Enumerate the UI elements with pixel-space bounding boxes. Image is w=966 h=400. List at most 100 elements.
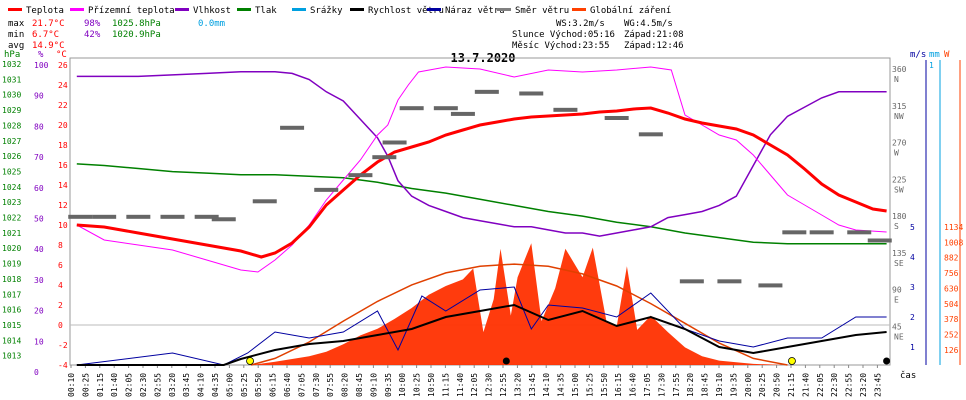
tick-hpa: 1024 — [2, 183, 21, 192]
time-label: 23:20 — [859, 373, 868, 397]
tick-degc: 18 — [58, 141, 68, 150]
wind-dir-point — [160, 214, 185, 219]
tick-degc: 16 — [58, 161, 68, 170]
time-label: 00:10 — [67, 373, 76, 397]
stat-avg-label: avg — [8, 41, 24, 51]
tick-ms: 5 — [910, 223, 915, 232]
legend-swatch — [350, 8, 364, 11]
time-label: 16:40 — [629, 373, 638, 397]
wind-dir-point — [519, 91, 544, 96]
stat-min-label: min — [8, 30, 24, 40]
tick-dir-cardinal: S — [894, 222, 899, 231]
series-humidity — [76, 71, 887, 237]
wind-dir-point — [638, 132, 663, 137]
legend-swatch — [427, 8, 441, 11]
unit-pct: % — [38, 50, 44, 60]
legend-label: Rychlost větru — [368, 6, 444, 16]
tick-w: 126 — [944, 346, 959, 355]
wind-dir-point — [399, 106, 424, 111]
time-label: 15:25 — [585, 373, 594, 397]
time-label: 06:40 — [283, 373, 292, 397]
tick-degc: 24 — [58, 81, 68, 90]
tick-pct: 20 — [34, 307, 44, 316]
time-label: 10:00 — [398, 373, 407, 397]
series-radiation-theoretical — [250, 263, 788, 366]
tick-w: 378 — [944, 315, 959, 324]
time-label: 18:20 — [686, 373, 695, 397]
time-label: 12:05 — [470, 373, 479, 397]
legend-label: Tlak — [255, 6, 277, 16]
time-label: 04:10 — [197, 373, 206, 397]
stat-max-press: 1025.8hPa — [112, 19, 161, 29]
info-sun-set: Západ:21:08 — [624, 30, 684, 40]
time-label: 20:25 — [758, 373, 767, 397]
time-label: 22:55 — [845, 373, 854, 397]
unit-degc: °C — [56, 50, 67, 60]
legend-label: Přízemní teplota — [88, 6, 175, 16]
tick-w: 756 — [944, 269, 959, 278]
wind-dir-point — [126, 214, 151, 219]
tick-w: 1008 — [944, 238, 963, 247]
wind-dir-point — [433, 106, 458, 111]
tick-degc: 12 — [58, 201, 68, 210]
tick-hpa: 1017 — [2, 290, 21, 299]
time-label: 14:35 — [557, 373, 566, 397]
wind-dir-point — [553, 107, 578, 112]
time-label: 11:40 — [456, 373, 465, 397]
tick-dir-cardinal: W — [894, 149, 899, 158]
info-wg: WG:4.5m/s — [624, 19, 673, 29]
legend-label: Vlhkost — [193, 6, 231, 16]
tick-ms: 2 — [910, 313, 915, 322]
wind-dir-point — [474, 89, 499, 94]
legend-label: Směr větru — [515, 6, 569, 16]
tick-ms: 4 — [910, 253, 915, 262]
wind-dir-point — [68, 214, 93, 219]
time-label: 17:55 — [672, 373, 681, 397]
wind-dir-point — [382, 140, 407, 145]
tick-degc: -2 — [58, 341, 68, 350]
tick-hpa: 1027 — [2, 137, 21, 146]
legend-swatch — [8, 8, 22, 11]
tick-hpa: 1023 — [2, 198, 21, 207]
sun-marker — [246, 357, 254, 365]
tick-hpa: 1028 — [2, 121, 21, 130]
time-label: 10:25 — [413, 373, 422, 397]
time-label: 13:20 — [513, 373, 522, 397]
time-label: 10:50 — [427, 373, 436, 397]
series-wind-speed — [76, 303, 887, 366]
tick-dir: 225 — [892, 175, 907, 184]
time-label: 12:30 — [485, 373, 494, 397]
wind-dir-point — [211, 217, 236, 222]
time-label: 11:15 — [441, 373, 450, 397]
legend-swatch — [237, 8, 251, 11]
wind-dir-point — [717, 279, 742, 284]
wind-dir-point — [314, 187, 339, 192]
legend-swatch — [572, 8, 586, 11]
wind-dir-point — [847, 230, 872, 235]
time-label: 02:05 — [125, 373, 134, 397]
time-label: 01:40 — [110, 373, 119, 397]
wind-dir-point — [194, 214, 219, 219]
legend: Teplota Přízemní teplota Vlhkost Tlak Srážky… — [8, 6, 671, 16]
tick-pct: 50 — [34, 215, 44, 224]
time-label: 22:30 — [830, 373, 839, 397]
time-label: 01:15 — [96, 373, 105, 397]
stat-max-temp: 21.7°C — [32, 19, 65, 29]
series-temperature — [76, 106, 887, 259]
time-label: 03:20 — [168, 373, 177, 397]
tick-degc: -4 — [58, 361, 68, 370]
tick-pct: 80 — [34, 122, 44, 131]
tick-degc: 4 — [58, 281, 63, 290]
time-label: 20:00 — [744, 373, 753, 397]
time-label: 02:55 — [153, 373, 162, 397]
stat-min-hum: 42% — [84, 30, 101, 40]
time-label: 23:45 — [873, 373, 882, 397]
tick-hpa: 1026 — [2, 152, 21, 161]
axes: 1032103110301029102810271026102510241023… — [2, 57, 963, 397]
wind-dir-point — [867, 238, 892, 243]
tick-hpa: 1021 — [2, 229, 21, 238]
time-label: 09:35 — [384, 373, 393, 397]
tick-dir-cardinal: SE — [894, 259, 904, 268]
tick-pct: 10 — [34, 337, 44, 346]
